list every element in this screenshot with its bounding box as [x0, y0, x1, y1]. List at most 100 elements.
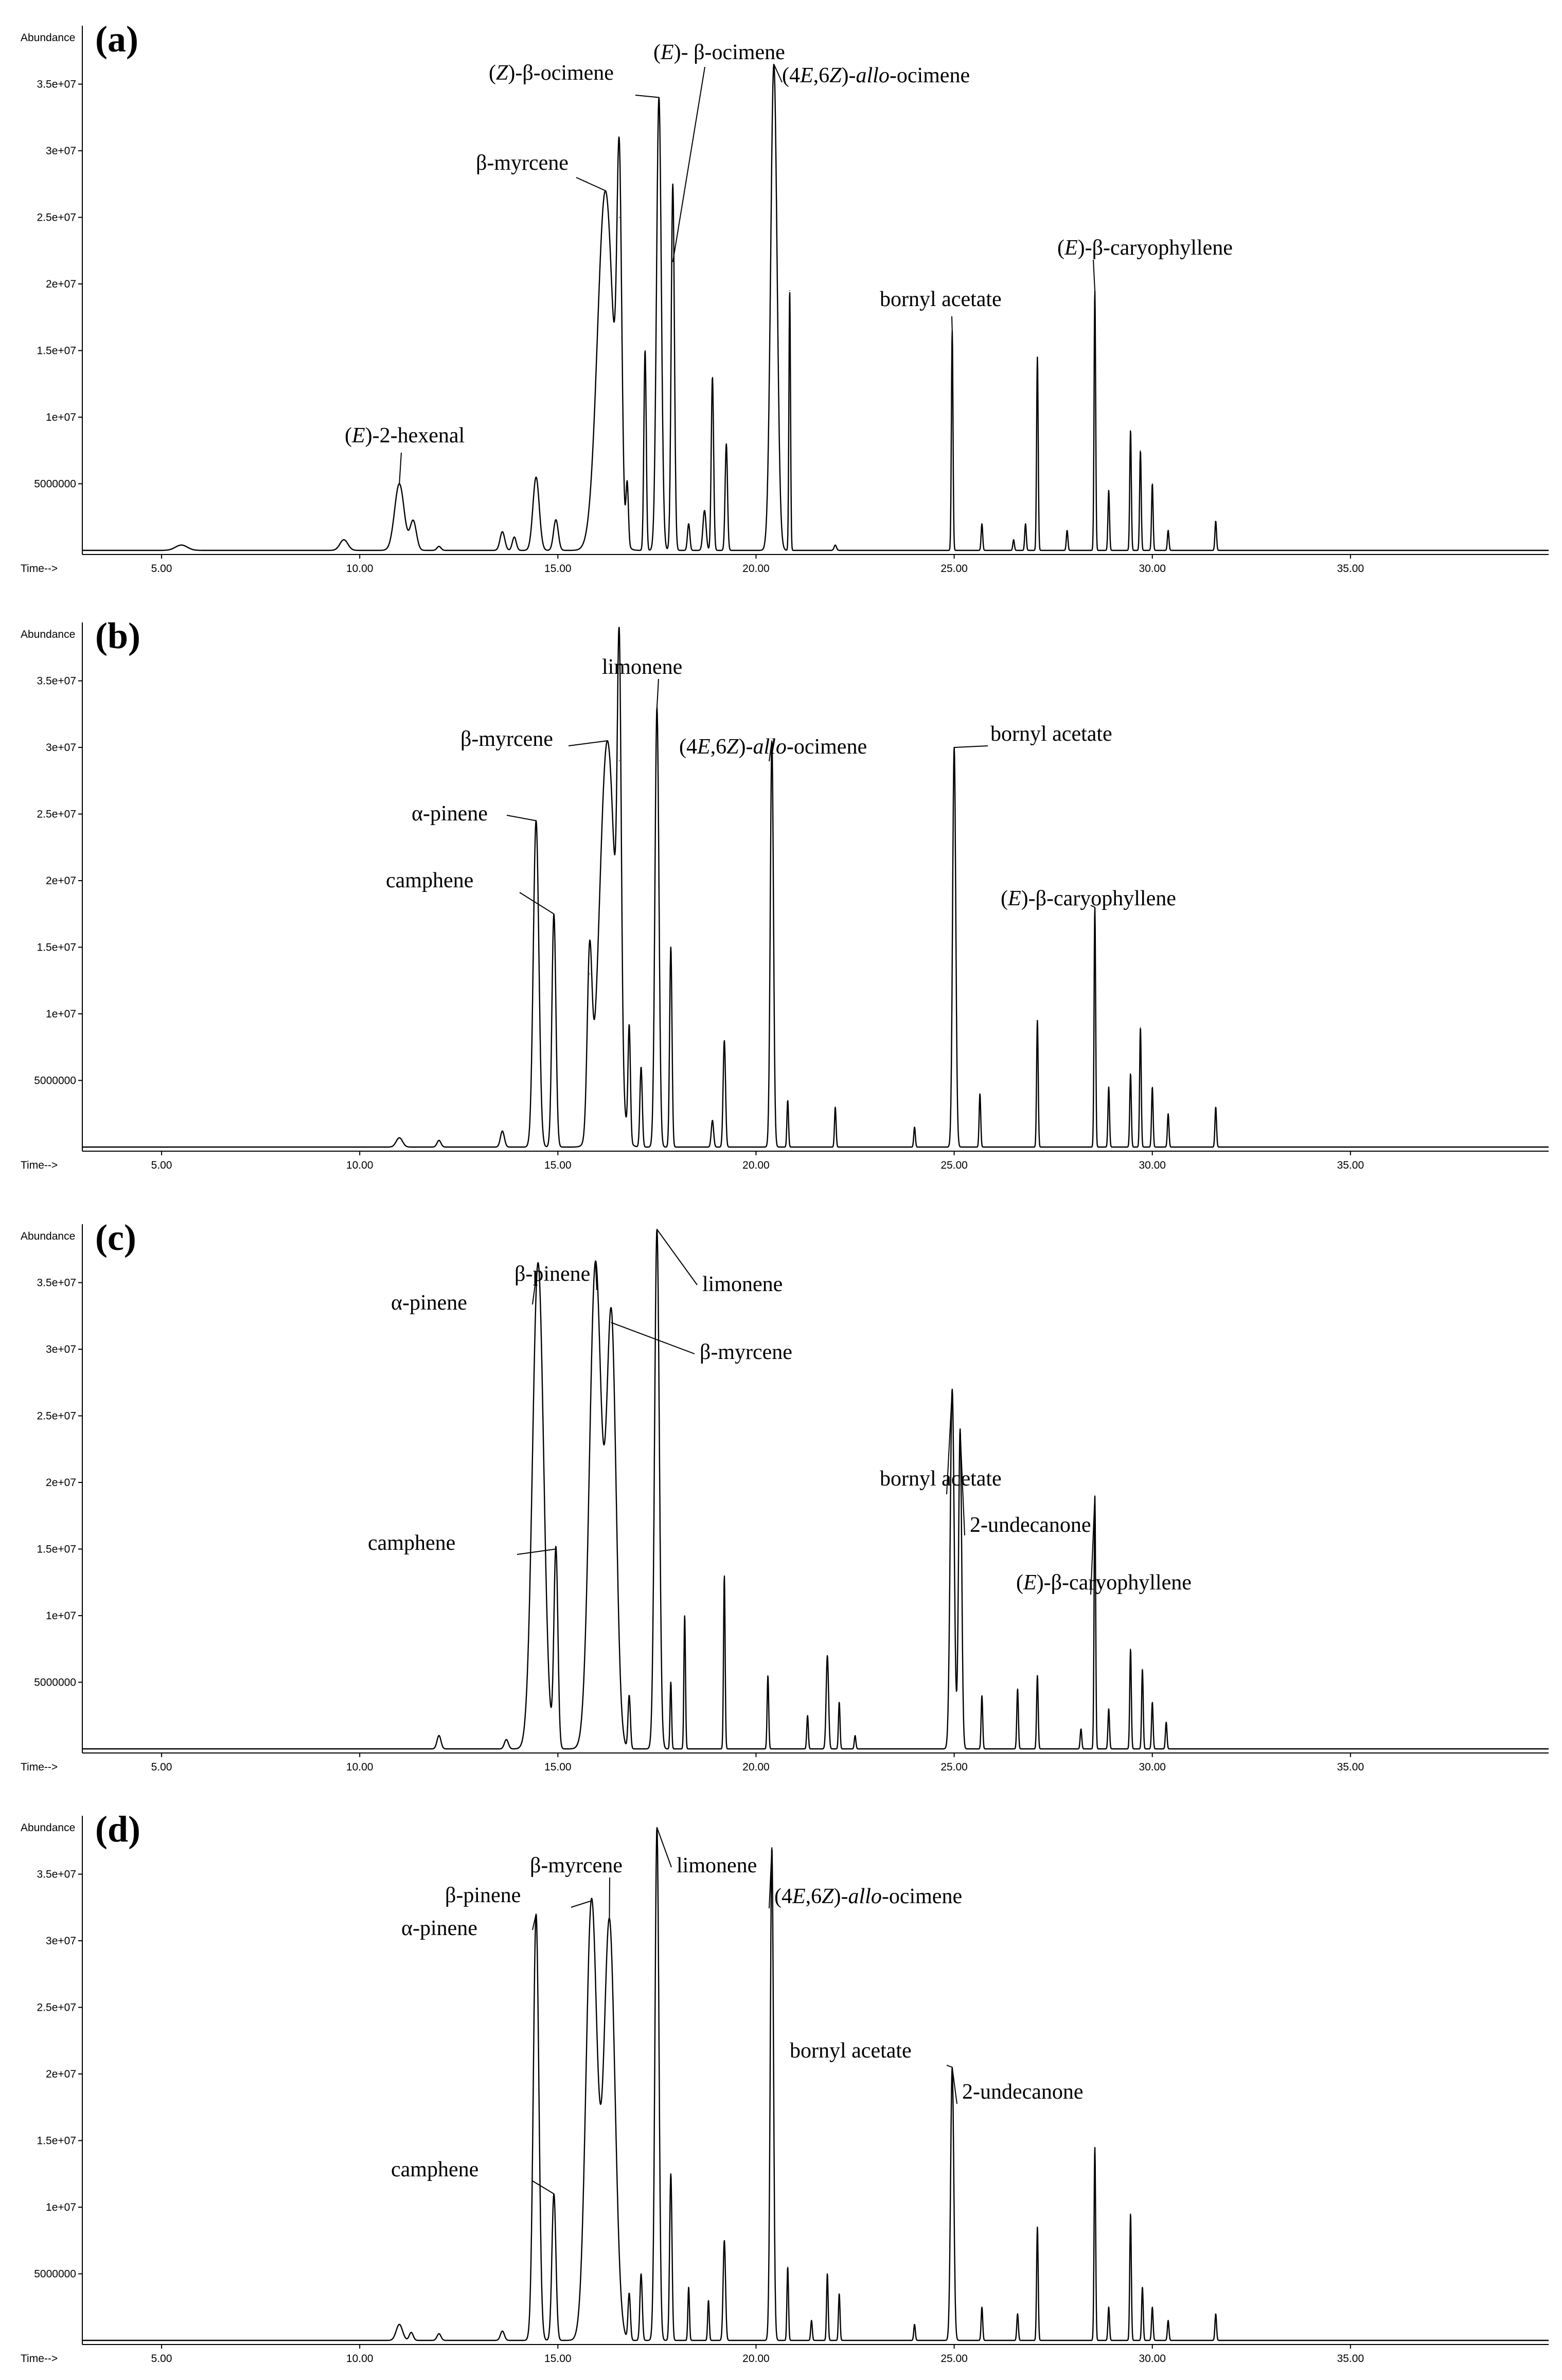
panel-b-peak-apex [1167, 1113, 1169, 1115]
panel-c-annotation: (E)-β-caryophyllene [1016, 1571, 1192, 1595]
panel-d-x-tick-label: 5.00 [151, 2353, 172, 2365]
panel-b-annotation: α-pinene [412, 802, 488, 826]
panel-d-peak-apex [1094, 2146, 1095, 2148]
panel-d-peak-apex [1151, 2306, 1153, 2308]
panel-d-y-tick-label: 1.5e+07 [37, 2135, 77, 2147]
panel-a-x-tick-label: 25.00 [940, 563, 968, 575]
panel-d-x-tick-label: 20.00 [742, 2353, 770, 2365]
panel-a-y-tick-label: 5000000 [34, 478, 76, 490]
panel-d-annotation: β-myrcene [530, 1854, 623, 1877]
panel-b-y-tick-label: 5000000 [34, 1075, 76, 1087]
panel-c-annotation: limonene [702, 1273, 783, 1296]
panel-c-annotation-leader [611, 1322, 695, 1354]
panel-d-annotation: (4E,6Z)-allo-ocimene [774, 1885, 962, 1908]
panel-c-peak-apex [438, 1735, 440, 1736]
panel-d-y-tick-label: 3e+07 [46, 1935, 76, 1947]
panel-c-annotation-leader [960, 1429, 965, 1536]
panel-d-x-tick-label: 15.00 [544, 2353, 572, 2365]
panel-d-peak-apex [629, 2293, 630, 2295]
panel-b-peak-apex [618, 760, 620, 761]
panel-c-peak-apex [1108, 1708, 1109, 1710]
panel-b-annotation: bornyl acetate [990, 722, 1112, 746]
panel-b-annotation-leader [519, 892, 555, 915]
panel-b-y-tick-label: 3e+07 [46, 742, 76, 754]
panel-b-annotation-leader [1090, 905, 1095, 908]
panel-b-peak-apex [914, 1126, 915, 1128]
panel-b-x-tick-label: 30.00 [1139, 1159, 1166, 1171]
panel-d-peak-apex [1108, 2306, 1109, 2308]
panel-a-peak-apex [688, 523, 689, 525]
panel-b-annotation-leader [506, 815, 537, 821]
panel-c-annotation-leader [946, 1389, 953, 1495]
panel-b-peak-apex [712, 1120, 713, 1121]
panel-b-peak-apex [979, 1093, 981, 1095]
panel-b-x-tick-label: 25.00 [940, 1159, 968, 1171]
panel-d-peak-apex [438, 2333, 440, 2334]
panel-a-label: (a) [95, 19, 138, 60]
panel-b-x-tick-label: 15.00 [544, 1159, 572, 1171]
panel-b-peak-apex [502, 1131, 503, 1132]
panel-a-annotation-leader [635, 95, 659, 98]
panel-a-annotation-leader [399, 452, 402, 484]
panel-d-annotation-leader [609, 1877, 610, 1921]
panel-d-peak-apex [787, 2266, 788, 2268]
panel-b-peak-apex [399, 1137, 400, 1138]
panel-a-peak-apex [438, 546, 440, 547]
panel-d-peak-apex [914, 2324, 915, 2325]
panel-c-y-tick-label: 2e+07 [46, 1477, 76, 1489]
panel-d-peak-apex [1142, 2286, 1143, 2288]
panel-b-annotation-leader [656, 678, 659, 708]
panel-d-peak-apex [811, 2320, 812, 2321]
panel-b-x-tick-label: 20.00 [742, 1159, 770, 1171]
panel-c-x-tick-label: 25.00 [940, 1761, 968, 1773]
panel-c-peak-apex [670, 1681, 671, 1683]
panel-d-annotation: camphene [391, 2158, 478, 2181]
panel-c-x-tick-label: 35.00 [1337, 1761, 1364, 1773]
panel-c-annotation: β-myrcene [700, 1340, 792, 1364]
panel-c-annotation: 2-undecanone [970, 1513, 1091, 1537]
panel-a-x-tick-label: 15.00 [544, 563, 572, 575]
panel-b-peak-apex [641, 1066, 642, 1068]
panel-d-group: (d) Abundance 5000000 1e+07 1.5e+07 2e+07 2.5e… [21, 1809, 1549, 2365]
panel-b-peak-apex [1108, 1086, 1109, 1088]
panel-b-peak-apex [787, 1100, 788, 1101]
panel-d-peak-apex [1017, 2313, 1018, 2315]
panel-b-y-tick-label: 2e+07 [46, 875, 76, 887]
panel-d-peak-apex [839, 2293, 840, 2295]
panel-c-annotation-leader [656, 1229, 698, 1285]
panel-c-peak-apex [827, 1655, 828, 1656]
panel-a-peak-apex [413, 521, 414, 522]
panel-b-y-tick-label: 1e+07 [46, 1008, 76, 1020]
panel-d-annotation: α-pinene [401, 1917, 477, 1940]
panel-a-peak-apex [536, 476, 537, 478]
panel-d-annotation-leader [951, 2067, 957, 2104]
panel-a-x-tick-label: 30.00 [1139, 563, 1166, 575]
panel-a-peak-apex [644, 350, 646, 351]
panel-c-peak-apex [506, 1739, 507, 1740]
panel-b-annotation: camphene [386, 869, 473, 892]
panel-c-peak-apex [981, 1695, 983, 1696]
panel-a-y-tick-label: 3.5e+07 [37, 79, 77, 91]
panel-c-annotation: bornyl acetate [880, 1467, 1002, 1491]
panel-a-peak-apex [502, 531, 503, 532]
panel-a-x-tick-label: 5.00 [151, 563, 172, 575]
panel-c-annotation: β-pinene [514, 1262, 590, 1286]
panel-d-annotation-leader [656, 1827, 672, 1868]
panel-b-y-axis-title: Abundance [21, 629, 75, 640]
panel-b-annotation-leader [769, 740, 773, 762]
panel-d-annotation: β-pinene [445, 1884, 521, 1907]
panel-c-annotation-leader [532, 1262, 539, 1305]
panel-d-x-axis-title: Time--> [21, 2353, 58, 2365]
panel-d-x-tick-label: 10.00 [346, 2353, 374, 2365]
panel-d-y-tick-label: 1e+07 [46, 2202, 76, 2213]
panel-d-peak-apex [827, 2273, 828, 2275]
panel-d-peak-apex [670, 2173, 671, 2175]
panel-a-peak-apex [1108, 490, 1109, 491]
panel-d-x-tick-label: 30.00 [1139, 2353, 1166, 2365]
panel-c-annotation: camphene [368, 1531, 455, 1555]
panel-a-peak-apex [1013, 539, 1014, 541]
panel-b-peak-apex [835, 1106, 836, 1108]
panel-a-annotation: β-myrcene [476, 151, 569, 175]
panel-d-y-tick-label: 2.5e+07 [37, 2002, 77, 2014]
panel-c-peak-apex [1165, 1722, 1167, 1723]
